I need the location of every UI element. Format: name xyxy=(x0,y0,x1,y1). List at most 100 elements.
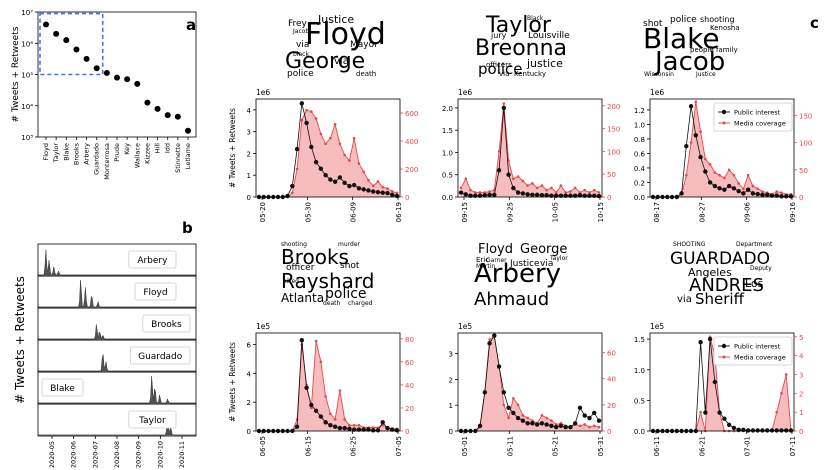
y-exponent-label: 1e6 xyxy=(650,88,664,97)
public-point xyxy=(313,159,319,165)
left-tick-label: 0.2 xyxy=(634,179,645,187)
media-point xyxy=(535,186,539,190)
media-coverage-area xyxy=(461,103,599,197)
public-point xyxy=(760,428,765,433)
public-point xyxy=(318,414,324,419)
public-point xyxy=(347,183,352,189)
media-point xyxy=(362,170,365,174)
row-label-box xyxy=(129,346,191,365)
wordcloud-guardado: SHOOTING Department GUARDADO Angeles Los… xyxy=(670,241,773,308)
public-point xyxy=(496,364,502,369)
media-point xyxy=(352,423,356,427)
x-tick-label: 05-11 xyxy=(506,436,514,456)
left-tick-label: 1 xyxy=(449,402,453,410)
media-point xyxy=(348,159,351,162)
legend-label-media: Media coverage xyxy=(734,354,786,362)
media-point xyxy=(338,389,342,392)
public-point xyxy=(375,190,381,195)
media-point xyxy=(367,178,370,182)
left-tick-label: 3 xyxy=(449,351,453,359)
data-point xyxy=(53,30,60,37)
wordcloud-word: Angeles xyxy=(688,266,732,279)
y-axis-label: # Tweets + Retweets xyxy=(11,26,21,122)
wordcloud-word: Deputy xyxy=(750,265,772,272)
legend-box xyxy=(713,102,793,132)
wordcloud-word: via xyxy=(334,56,349,67)
x-tick-label: 09-16 xyxy=(789,201,797,222)
media-point xyxy=(597,425,601,429)
plot-frame xyxy=(457,98,603,198)
public-point xyxy=(492,192,497,197)
x-tick-label: Blake xyxy=(62,143,70,161)
media-point xyxy=(559,184,563,187)
media-point xyxy=(531,182,534,185)
left-tick-label: 1.5 xyxy=(442,127,453,135)
media-point xyxy=(761,190,764,193)
wordcloud-word: Floyd xyxy=(478,242,513,257)
public-point xyxy=(726,422,732,428)
wordcloud-word: Jacob xyxy=(292,28,309,35)
wordcloud-word: via xyxy=(677,294,692,305)
wordcloud-word: Atlanta xyxy=(281,291,324,305)
media-point xyxy=(746,173,750,177)
left-tick-label: 1.5 xyxy=(634,336,645,344)
media-point xyxy=(521,414,525,417)
subplot-c-floyd: 0 1 2 3 4 1e6 0 200 400 600 05-20 05-30 06-09 06-19 # … xyxy=(228,88,418,222)
x-tick-label: 09-06 xyxy=(744,201,752,222)
media-coverage-line xyxy=(460,103,600,194)
public-point xyxy=(769,428,775,433)
public-point xyxy=(294,146,300,152)
x-tick-label: Kizzee xyxy=(143,143,151,164)
right-tick-label: 80 xyxy=(405,336,414,344)
public-point xyxy=(693,133,699,138)
x-tick-label: 07-01 xyxy=(744,436,752,456)
panel-a-scatter-chart: 10⁷ 10⁶ 10⁵ 10⁴ 10³ # Tweets + Retweets Floyd T… xyxy=(11,9,197,180)
wordcloud-word: George xyxy=(285,49,365,74)
row-label-box xyxy=(128,410,177,429)
media-point xyxy=(780,392,783,395)
public-point xyxy=(726,183,732,189)
media-point xyxy=(694,100,698,104)
public-point xyxy=(492,333,497,338)
media-point xyxy=(497,150,501,153)
media-point xyxy=(526,416,529,420)
data-point xyxy=(93,65,100,72)
x-tick-label: Monterrosa xyxy=(103,143,111,180)
media-point xyxy=(305,108,308,112)
wordcloud-arbery: Floyd George Arbery Ahmaud Justice via E… xyxy=(474,242,568,310)
right-tick-label: 2 xyxy=(799,390,803,398)
right-tick-label: 60 xyxy=(607,350,616,358)
right-tick-label: 150 xyxy=(607,126,620,134)
media-point xyxy=(775,190,779,193)
media-point xyxy=(459,186,463,190)
wordcloud-word: ANDRES xyxy=(689,275,764,296)
wordcloud-word: police xyxy=(325,286,367,302)
public-point xyxy=(323,173,328,178)
public-point xyxy=(568,424,573,430)
public-point xyxy=(342,425,347,431)
row-label: Blake xyxy=(50,384,75,394)
legend-marker-public xyxy=(721,109,727,115)
media-point xyxy=(597,191,601,194)
wordcloud-word: justice xyxy=(526,57,563,70)
public-point xyxy=(745,187,751,192)
panel-letter-c: c xyxy=(810,14,819,32)
media-point xyxy=(708,163,712,166)
media-point xyxy=(592,424,596,428)
public-point xyxy=(731,425,737,431)
public-point xyxy=(347,426,352,432)
public-point xyxy=(525,421,530,426)
public-point xyxy=(722,187,727,192)
wordcloud-word: officer xyxy=(286,263,315,273)
media-point xyxy=(742,187,745,191)
media-point xyxy=(348,423,351,427)
x-tick-label: 07-11 xyxy=(789,436,797,456)
right-tick-label: 600 xyxy=(405,110,418,118)
legend-marker-public xyxy=(721,343,727,349)
public-point xyxy=(534,192,540,197)
y-tick-label: 10⁴ xyxy=(21,103,33,111)
public-point xyxy=(544,193,549,198)
public-point xyxy=(299,338,305,343)
right-tick-label: 20 xyxy=(405,405,414,413)
